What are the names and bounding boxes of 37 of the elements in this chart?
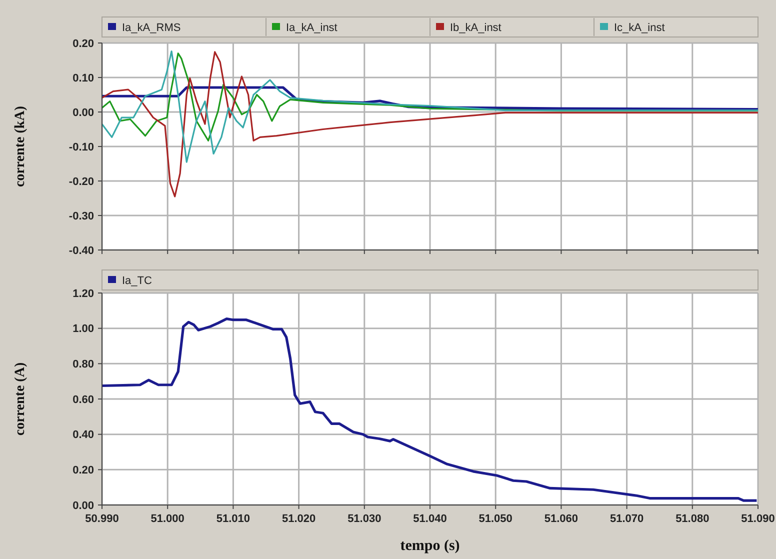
x-tick-label: 50.990 <box>85 513 119 525</box>
y-tick-label: -0.40 <box>68 244 94 257</box>
x-tick-label: 51.010 <box>216 513 250 525</box>
x-tick-label: 51.080 <box>676 513 710 525</box>
y-tick-label: -0.30 <box>68 210 94 222</box>
y-tick-label: 1.00 <box>72 323 94 336</box>
line-series <box>101 52 759 142</box>
legend-label: Ia_kA_inst <box>286 22 338 34</box>
y-axis-title: corrente (A) <box>13 362 28 436</box>
line-series <box>100 317 758 502</box>
line-series <box>101 51 759 198</box>
y-tick-label: -0.10 <box>68 141 94 154</box>
y-tick-label: 0.20 <box>72 464 94 477</box>
y-tick-label: 0.10 <box>72 72 94 84</box>
y-tick-label: 0.40 <box>72 429 94 442</box>
x-tick-label: 51.020 <box>282 513 316 525</box>
x-tick-label: 51.000 <box>150 513 184 525</box>
x-axis-title: tempo (s) <box>400 538 460 554</box>
y-tick-label: -0.20 <box>68 176 94 188</box>
y-tick-label: 1.20 <box>72 288 94 300</box>
legend-label: Ib_kA_inst <box>450 22 502 34</box>
line-series <box>101 50 759 163</box>
x-tick-label: 51.090 <box>741 513 775 525</box>
y-axis-title: corrente (kA) <box>13 106 28 187</box>
y-tick-label: 0.20 <box>72 38 94 50</box>
legend-label: Ic_kA_inst <box>614 22 665 34</box>
y-tick-label: 0.60 <box>72 394 94 406</box>
x-tick-label: 51.050 <box>478 513 512 525</box>
legend-label: Ia_kA_RMS <box>122 22 181 34</box>
legend-label: Ia_TC <box>122 275 152 287</box>
x-tick-label: 51.040 <box>413 513 447 525</box>
x-tick-label: 51.060 <box>544 513 578 525</box>
x-tick-label: 51.030 <box>348 513 382 525</box>
y-tick-label: 0.00 <box>72 500 94 512</box>
y-tick-label: 0.80 <box>72 358 94 371</box>
y-tick-label: 0.00 <box>72 106 94 119</box>
x-tick-label: 51.070 <box>610 513 644 525</box>
